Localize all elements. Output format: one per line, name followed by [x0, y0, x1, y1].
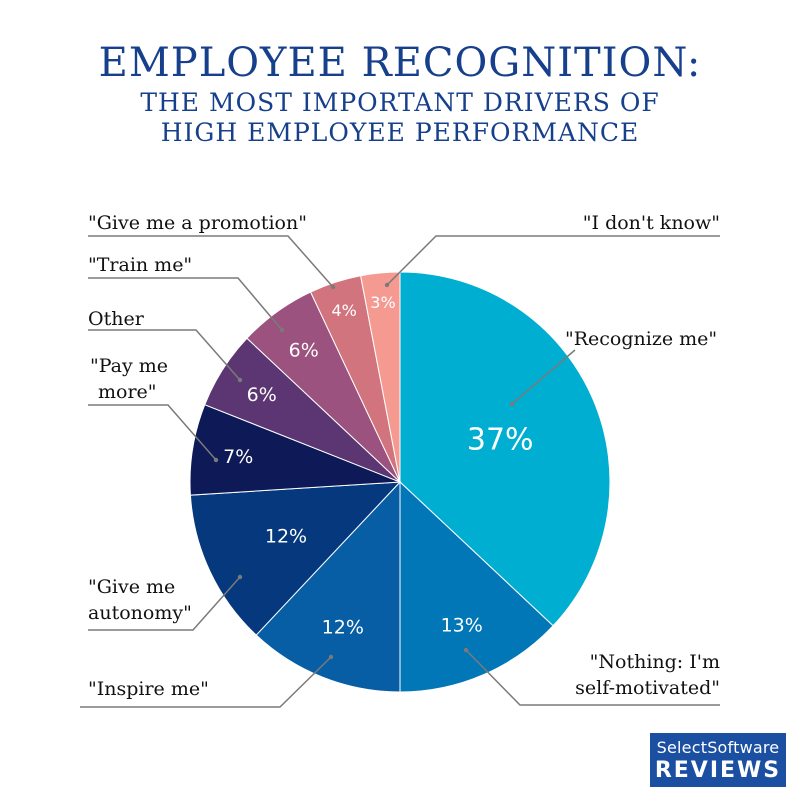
leader-line	[88, 404, 217, 461]
leader-dot	[237, 377, 243, 383]
percent-label: 6%	[247, 384, 277, 406]
chart-subtitle-line-1: THE MOST IMPORTANT DRIVERS OF	[140, 88, 660, 117]
category-label: "Nothing: I'm self-motivated"	[575, 651, 720, 699]
percent-label: 7%	[223, 446, 253, 468]
leader-dot	[509, 401, 515, 407]
chart-subtitle-line-2: HIGH EMPLOYEE PERFORMANCE	[160, 118, 640, 147]
leader-line	[465, 649, 720, 706]
leader-line	[80, 656, 332, 708]
category-label: "Train me"	[88, 254, 192, 276]
pie-slice	[399, 480, 554, 693]
percent-label: 37%	[467, 422, 534, 457]
percent-label: 4%	[331, 301, 356, 320]
leader-dot	[213, 457, 219, 463]
logo-line-1: SelectSoftware	[656, 738, 780, 757]
category-label: "Inspire me"	[88, 678, 209, 700]
pie-slice	[399, 271, 611, 627]
leader-line	[88, 235, 334, 288]
category-label: "Pay me more"	[90, 355, 168, 403]
percent-label: 13%	[441, 614, 483, 636]
pie-slices	[189, 271, 611, 693]
leader-line	[88, 277, 283, 331]
leader-dot	[330, 284, 336, 290]
selectsoftware-reviews-logo: SelectSoftware REVIEWS	[650, 733, 786, 787]
leader-line	[88, 576, 241, 631]
percent-label: 6%	[289, 339, 319, 361]
leader-dot	[237, 574, 243, 580]
leader-lines	[80, 235, 720, 708]
leader-dot	[328, 654, 334, 660]
percent-label: 12%	[265, 525, 307, 547]
leader-line	[88, 329, 241, 381]
pie-slice	[255, 480, 401, 693]
percent-label: 12%	[322, 616, 364, 638]
leader-dot	[463, 647, 469, 653]
chart-title: EMPLOYEE RECOGNITION:	[98, 40, 702, 86]
pie-slice	[189, 481, 402, 636]
category-label: Other	[88, 308, 145, 330]
leader-dot	[279, 327, 285, 333]
category-labels: "Recognize me" "Nothing: I'm self-motivate…	[88, 212, 720, 700]
leader-line	[511, 349, 576, 405]
category-label: "Give me autonomy"	[88, 576, 192, 624]
category-label: "Give me a promotion"	[88, 212, 307, 234]
category-label: "I don't know"	[583, 212, 720, 234]
logo-line-2: REVIEWS	[654, 758, 782, 783]
leader-line	[386, 235, 720, 286]
leader-dot	[384, 282, 390, 288]
percent-label: 3%	[370, 293, 395, 312]
percent-labels: 37% 13% 12% 12% 7% 6% 6% 4% 3%	[223, 293, 533, 638]
category-label: "Recognize me"	[565, 328, 717, 350]
